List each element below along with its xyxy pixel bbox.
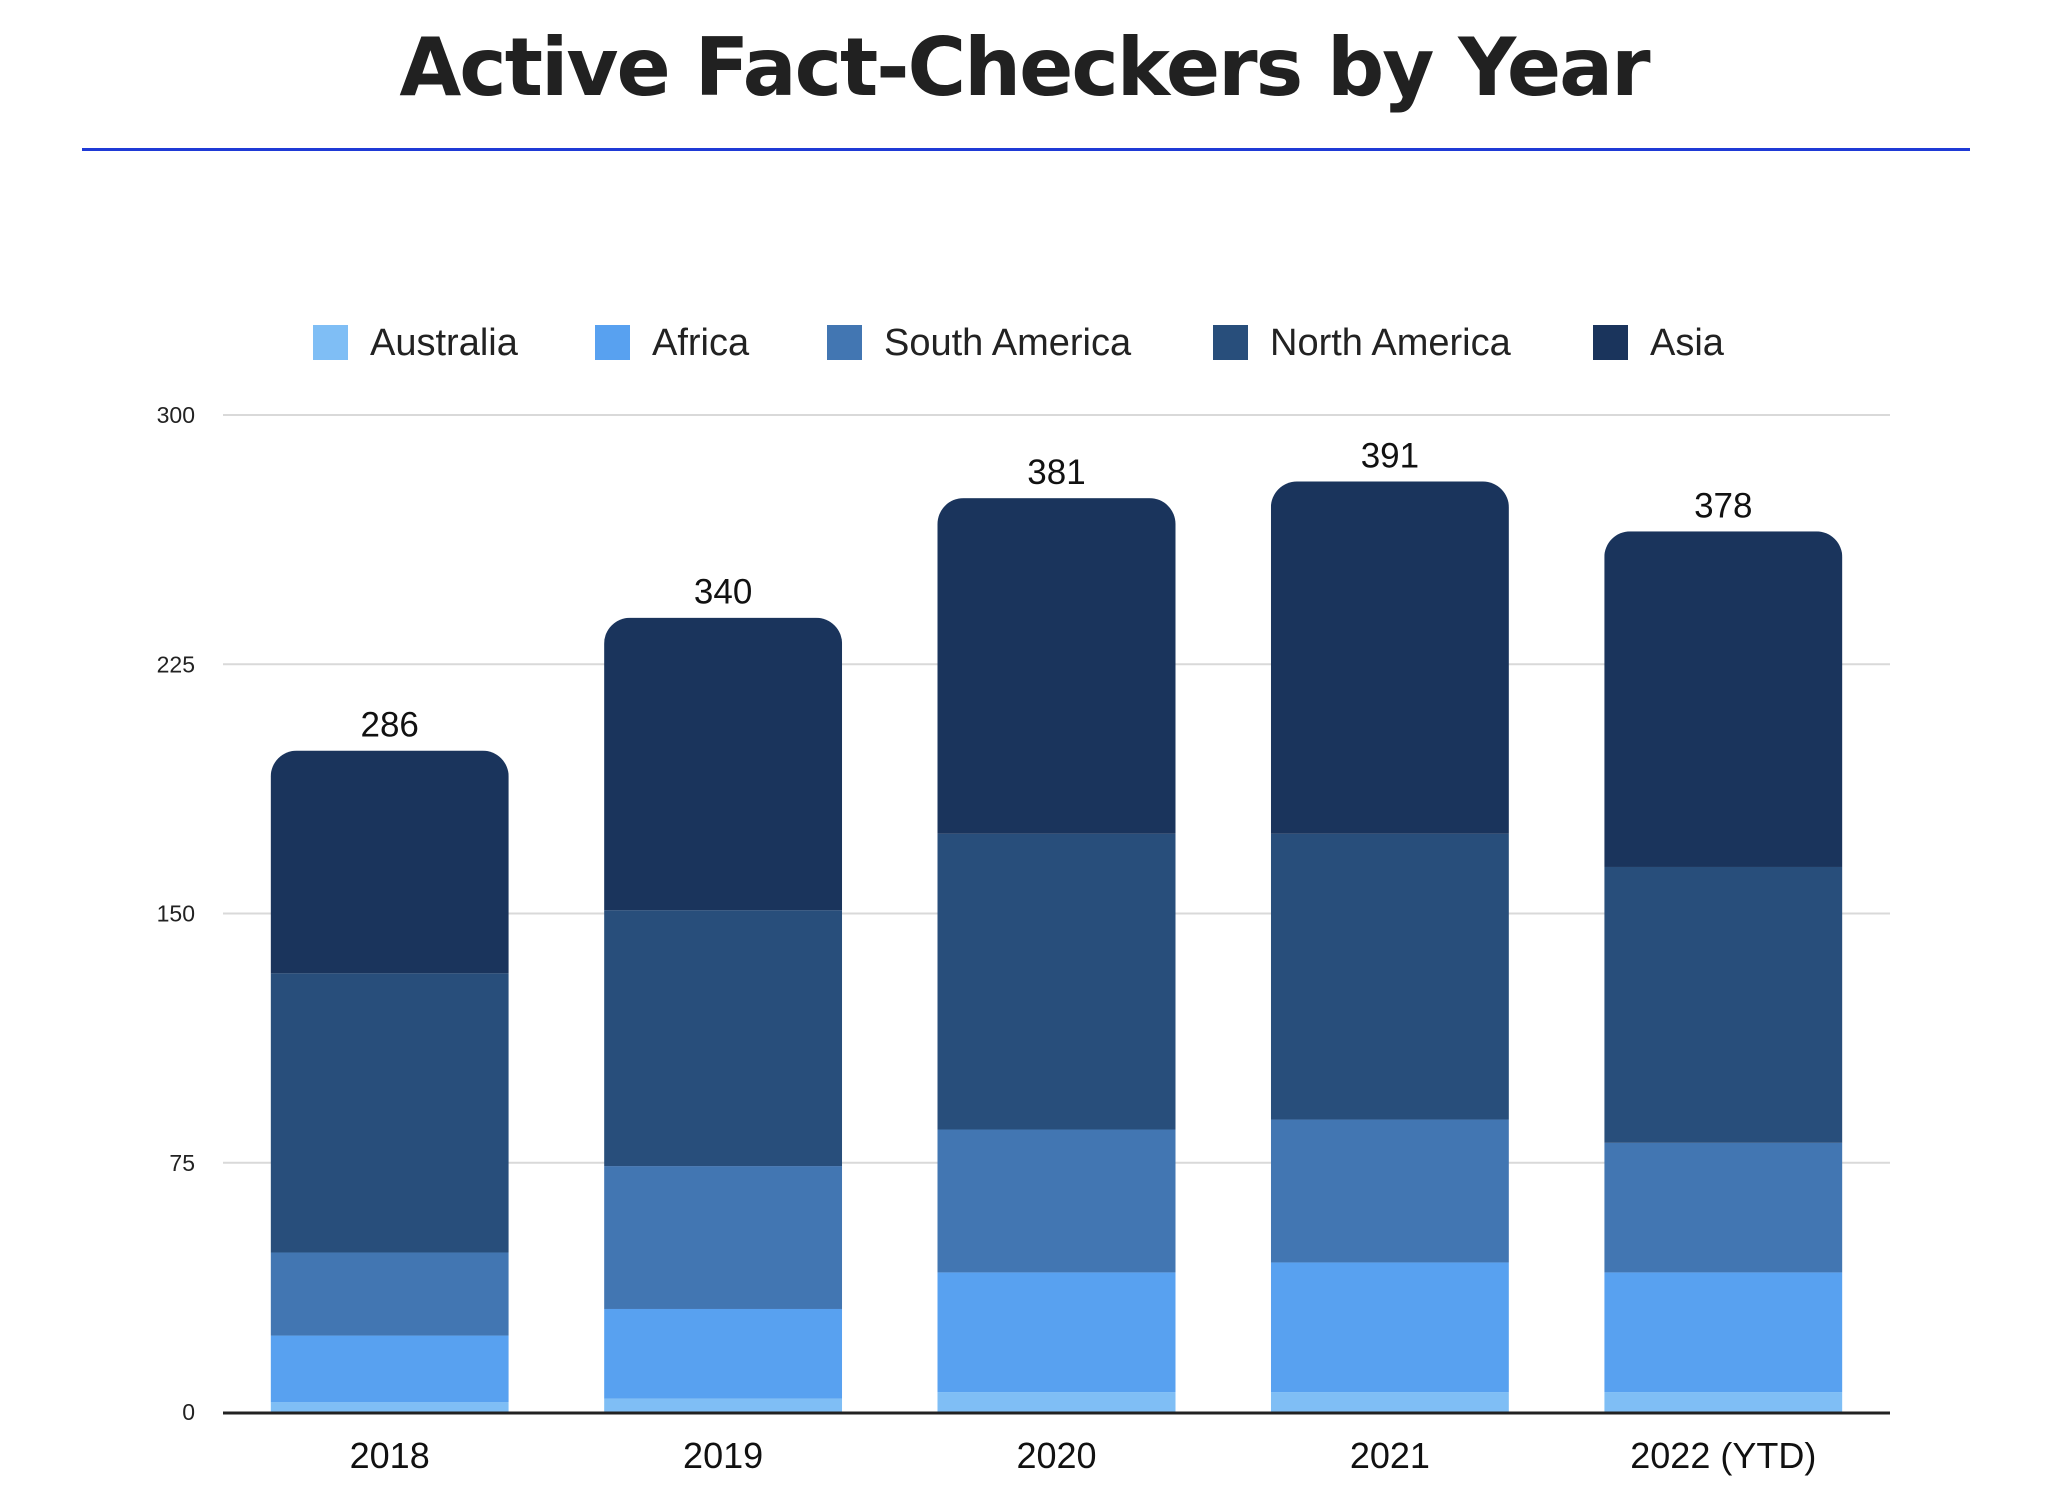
legend-label-asia: Asia	[1650, 322, 1725, 364]
bar-segment-north-america-2020	[937, 833, 1176, 1130]
x-tick-label-2022-ytd: 2022 (YTD)	[1630, 1435, 1816, 1476]
bar-segment-south-america-2022-ytd	[1604, 1142, 1843, 1273]
bar-segment-australia-2018	[270, 1402, 509, 1412]
bar-segment-asia-2021	[1270, 481, 1509, 834]
total-label-2021: 391	[1361, 436, 1419, 475]
bar-segment-africa-2020	[937, 1272, 1176, 1393]
bar-segment-africa-2022-ytd	[1604, 1272, 1843, 1393]
total-label-2019: 340	[694, 573, 752, 612]
chart-legend: Australia Africa South America North Americ…	[313, 322, 1725, 364]
bar-segment-asia-2022-ytd	[1604, 531, 1843, 867]
y-axis-ticks: 0 75 150 225 300	[157, 402, 195, 1425]
bar-segment-australia-2019	[604, 1398, 843, 1412]
legend-swatch-asia	[1593, 325, 1628, 360]
bar-segment-australia-2022-ytd	[1604, 1392, 1843, 1412]
bar-segment-australia-2020	[937, 1392, 1176, 1412]
bar-segment-north-america-2022-ytd	[1604, 866, 1843, 1143]
bar-segment-north-america-2021	[1270, 833, 1509, 1120]
legend-swatch-north-america	[1213, 325, 1248, 360]
total-label-2018: 286	[360, 706, 418, 745]
bar-segment-north-america-2019	[604, 910, 843, 1167]
total-label-2020: 381	[1027, 453, 1085, 492]
bar-segment-australia-2021	[1270, 1392, 1509, 1412]
bar-segment-africa-2018	[270, 1335, 509, 1403]
title-divider	[82, 148, 1970, 151]
x-tick-label-2018: 2018	[350, 1435, 430, 1476]
bar-segment-asia-2019	[604, 617, 843, 911]
legend-label-south-america: South America	[884, 322, 1132, 364]
bar-segment-south-america-2019	[604, 1166, 843, 1309]
bar-segment-south-america-2018	[270, 1252, 509, 1336]
bar-segment-africa-2019	[604, 1308, 843, 1399]
bar-stack-2021	[1270, 481, 1509, 1412]
bar-segment-asia-2020	[937, 498, 1176, 834]
legend-label-australia: Australia	[370, 322, 519, 364]
legend-label-north-america: North America	[1270, 322, 1512, 364]
total-label-2022-ytd: 378	[1694, 486, 1752, 525]
x-axis-ticks: 2018 2019 2020 2021 2022 (YTD)	[350, 1435, 1817, 1476]
bars	[270, 481, 1843, 1412]
bar-stack-2019	[604, 617, 843, 1412]
y-tick-label-75: 75	[169, 1150, 195, 1176]
bar-stack-2018	[270, 750, 509, 1412]
bar-segment-asia-2018	[270, 750, 509, 974]
x-tick-label-2019: 2019	[683, 1435, 763, 1476]
bar-segment-africa-2021	[1270, 1262, 1509, 1393]
legend-swatch-south-america	[827, 325, 862, 360]
legend-swatch-africa	[595, 325, 630, 360]
bar-segment-north-america-2018	[270, 973, 509, 1253]
bar-segment-south-america-2020	[937, 1129, 1176, 1273]
legend-label-africa: Africa	[652, 322, 750, 364]
y-tick-label-0: 0	[182, 1399, 195, 1425]
y-tick-label-150: 150	[157, 901, 195, 927]
y-tick-label-225: 225	[157, 651, 195, 677]
bar-stack-2020	[937, 498, 1176, 1412]
x-tick-label-2020: 2020	[1016, 1435, 1096, 1476]
bar-stack-2022-ytd	[1604, 531, 1843, 1412]
chart-title: Active Fact-Checkers by Year	[399, 21, 1650, 114]
x-tick-label-2021: 2021	[1350, 1435, 1430, 1476]
total-labels: 286 340 381 391 378	[360, 436, 1752, 744]
y-tick-label-300: 300	[157, 402, 195, 428]
legend-swatch-australia	[313, 325, 348, 360]
bar-segment-south-america-2021	[1270, 1119, 1509, 1263]
